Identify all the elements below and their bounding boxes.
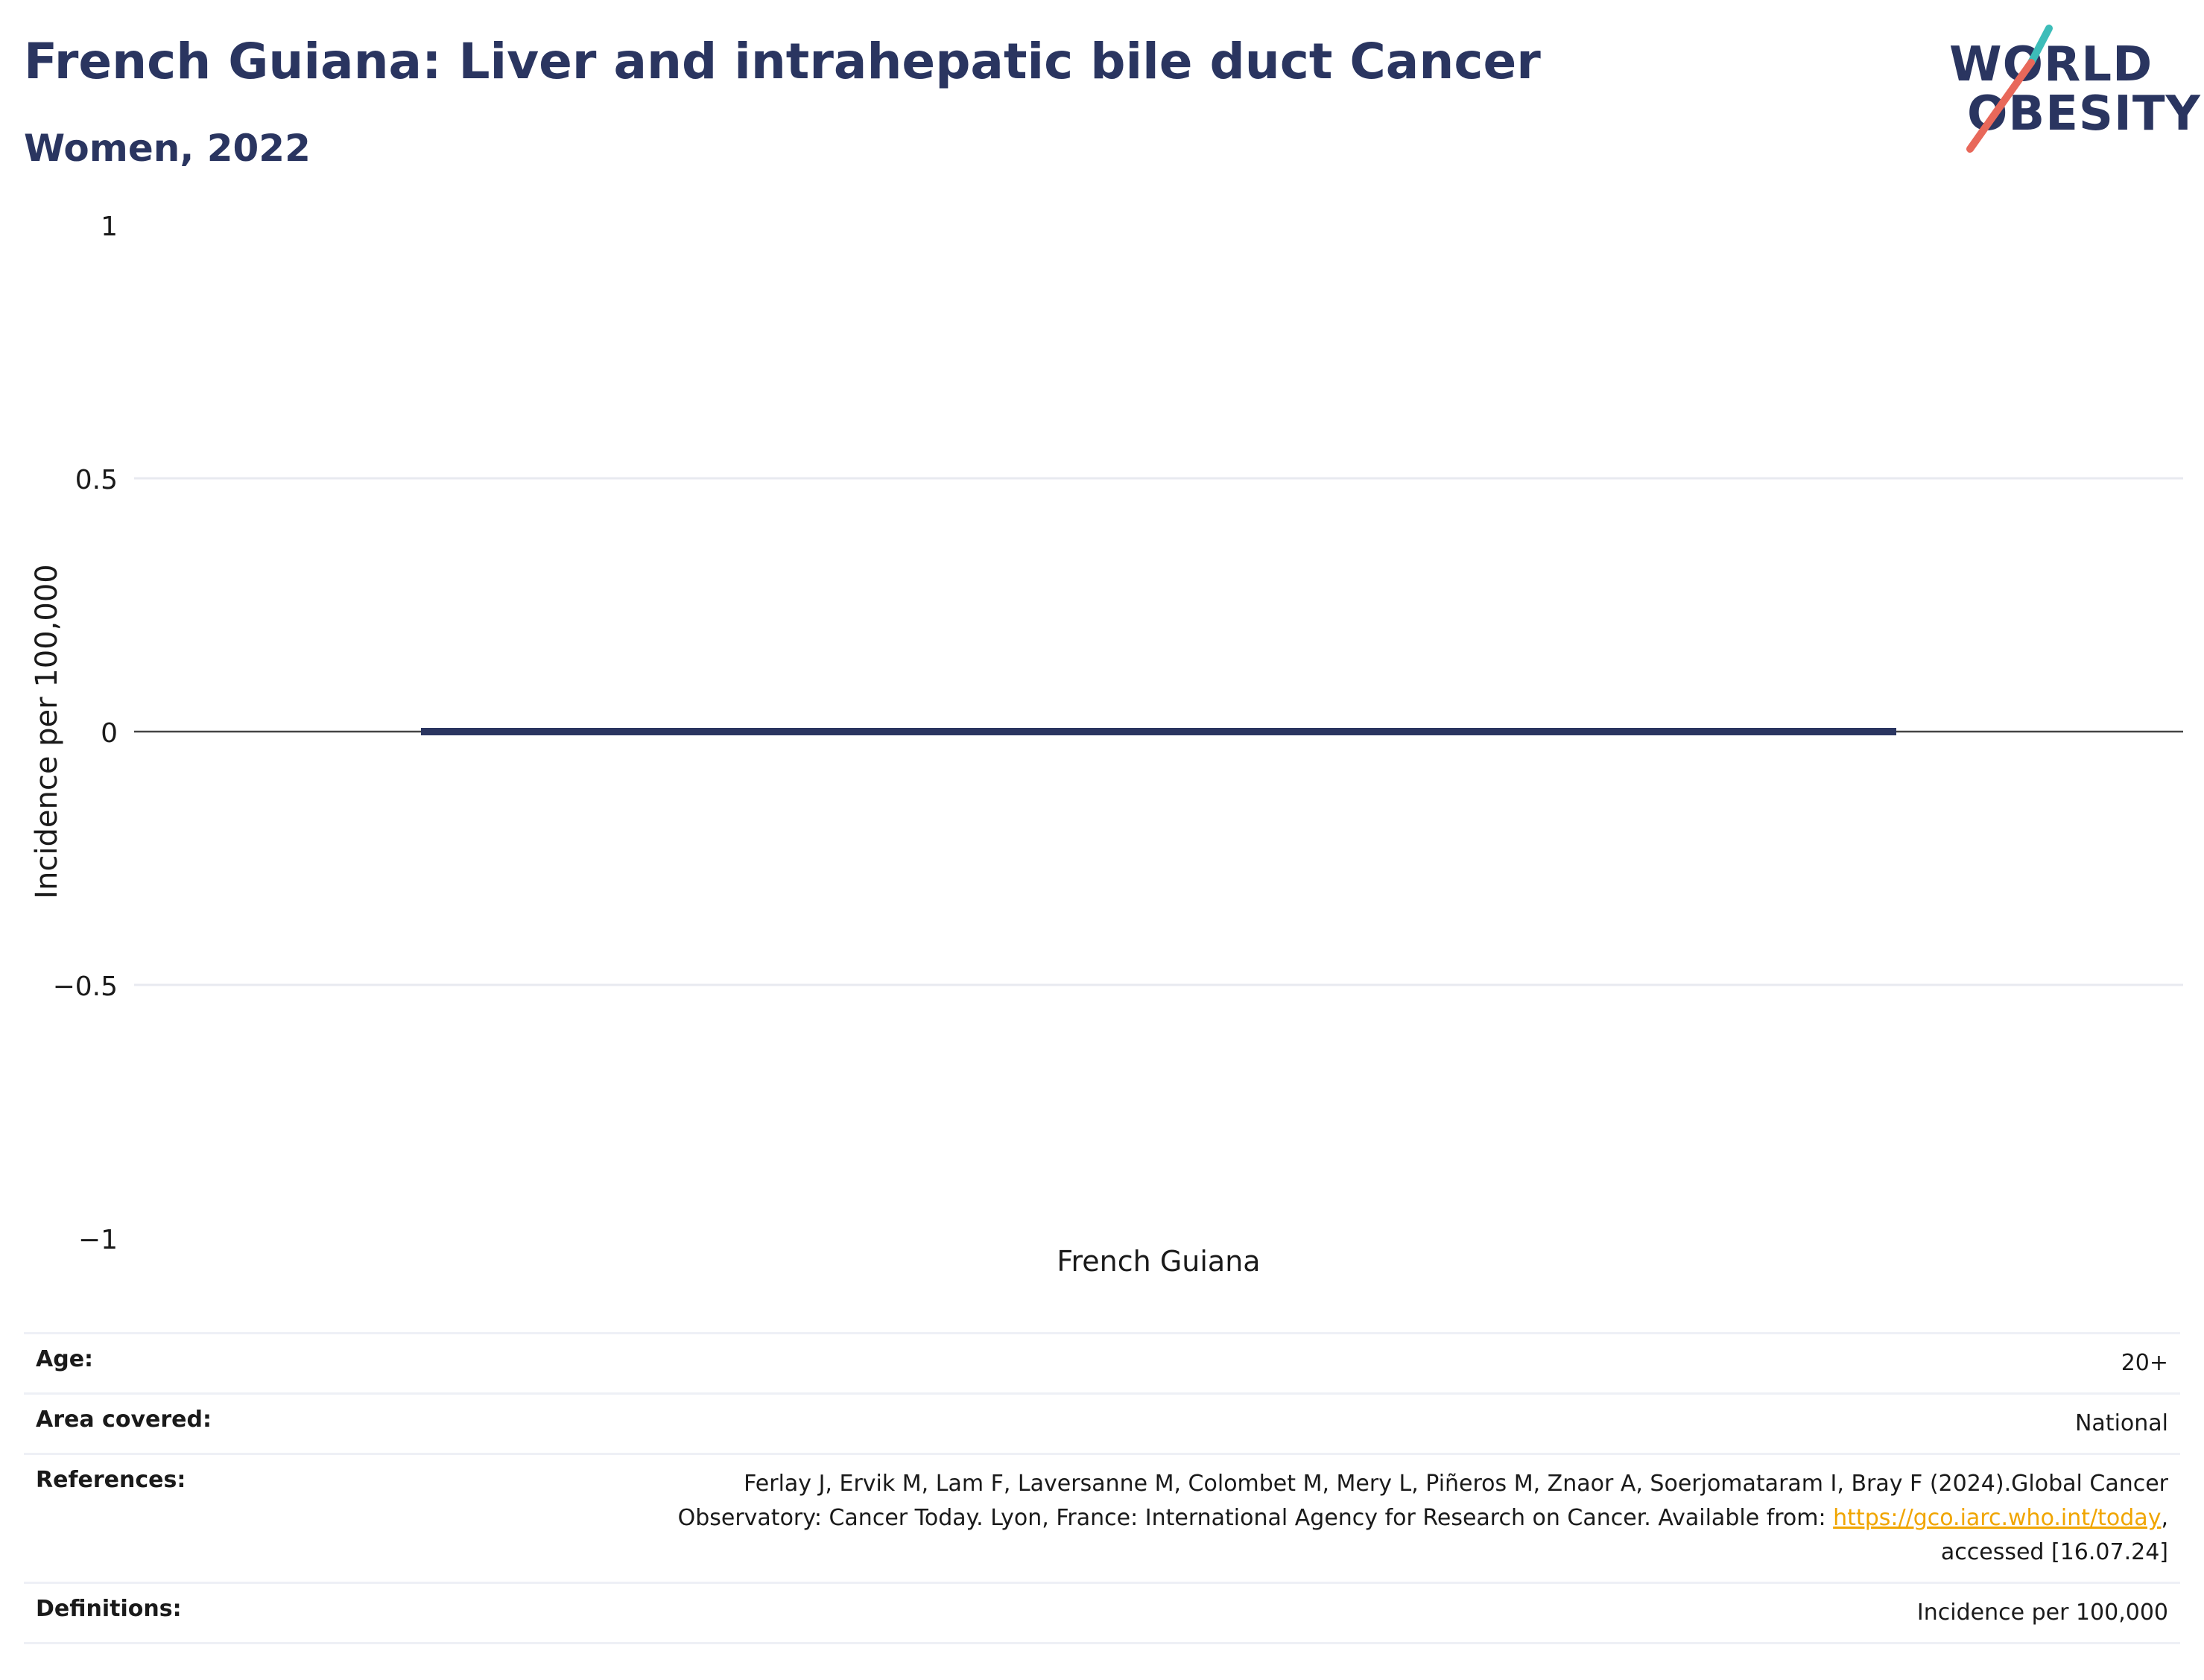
references-line3: accessed [16.07.24]	[1940, 1539, 2168, 1565]
info-row-references: References: Ferlay J, Ervik M, Lam F, La…	[24, 1453, 2180, 1584]
bars	[421, 728, 1896, 735]
references-line1: Ferlay J, Ervik M, Lam F, Laversanne M, …	[744, 1471, 2168, 1497]
y-tick-label: 1	[101, 212, 118, 242]
area-value: National	[495, 1392, 2180, 1455]
logo-slash-icon	[1966, 25, 2053, 153]
references-label: References:	[24, 1453, 495, 1584]
bar[interactable]	[421, 728, 1896, 735]
x-category-label: French Guiana	[1057, 1245, 1260, 1278]
y-tick-label: 0.5	[75, 465, 118, 495]
info-table: Age: 20+ Area covered: National Referenc…	[24, 1332, 2180, 1644]
references-value: Ferlay J, Ervik M, Lam F, Laversanne M, …	[495, 1453, 2180, 1584]
y-tick-label: 0	[101, 718, 118, 749]
definitions-value: Incidence per 100,000	[495, 1582, 2180, 1644]
references-line2-end: ,	[2161, 1505, 2168, 1531]
x-category-labels: French Guiana	[1057, 1245, 1260, 1278]
y-tick-labels: 1 0.5 0 −0.5 −1	[53, 212, 118, 1255]
age-value: 20+	[495, 1332, 2180, 1395]
info-row-definitions: Definitions: Incidence per 100,000	[24, 1582, 2180, 1644]
info-row-area: Area covered: National	[24, 1392, 2180, 1455]
y-axis-label: Incidence per 100,000	[30, 564, 64, 899]
age-label: Age:	[24, 1332, 495, 1395]
area-label: Area covered:	[24, 1392, 495, 1455]
chart-area: 1 0.5 0 −0.5 −1 French Guiana Incidence per …	[30, 212, 2183, 1278]
references-line2-text: Observatory: Cancer Today. Lyon, France:…	[677, 1505, 1834, 1531]
chart-subtitle: Women, 2022	[24, 127, 311, 170]
chart-title: French Guiana: Liver and intrahepatic bi…	[24, 33, 1541, 90]
y-tick-label: −1	[78, 1225, 118, 1255]
references-line2: Observatory: Cancer Today. Lyon, France:…	[507, 1501, 2168, 1535]
info-row-age: Age: 20+	[24, 1332, 2180, 1395]
y-tick-label: −0.5	[53, 971, 118, 1002]
world-obesity-logo: WORLD OBESITY	[1945, 21, 2200, 155]
references-link[interactable]: https://gco.iarc.who.int/today	[1833, 1505, 2162, 1531]
logo-line1: WORLD	[1949, 37, 2153, 92]
definitions-label: Definitions:	[24, 1582, 495, 1644]
